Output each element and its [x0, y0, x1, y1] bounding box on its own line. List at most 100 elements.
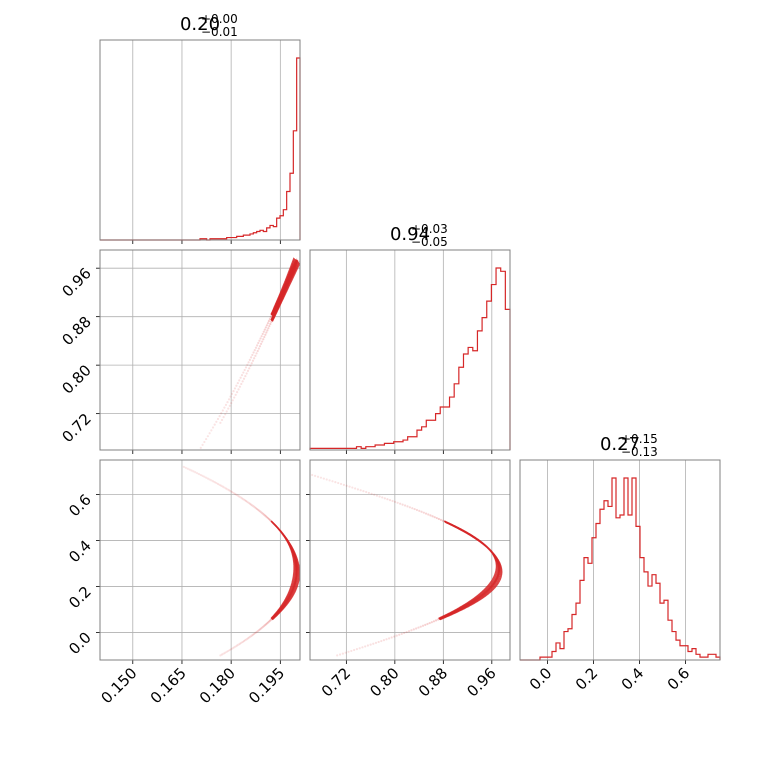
sample-point: [322, 477, 325, 480]
contour-line: [271, 261, 300, 322]
sample-point: [231, 399, 234, 402]
title-param-2-plus: +0.15: [621, 432, 658, 446]
title-param-2: 0.27: [600, 434, 640, 455]
sample-point: [345, 484, 348, 487]
sample-point: [246, 637, 250, 640]
sample-point: [396, 501, 399, 504]
sample-point: [439, 518, 442, 521]
sample-point: [258, 628, 262, 631]
sample-point: [238, 495, 241, 498]
sample-point: [258, 339, 261, 342]
title-param-1: 0.94: [390, 224, 430, 245]
sample-point: [285, 466, 287, 468]
sample-point: [185, 470, 187, 472]
sample-point: [413, 507, 416, 511]
sample-point: [252, 505, 255, 508]
sample-point: [248, 358, 251, 361]
sample-point: [258, 509, 261, 512]
sample-point: [249, 364, 252, 367]
sample-point: [251, 359, 255, 362]
sample-point: [194, 471, 197, 474]
title-param-2-minus: −0.13: [621, 445, 658, 459]
scatter-panel-2-1: 0.72 0.80 0.88 0.96: [285, 459, 511, 700]
sample-point: [228, 648, 231, 652]
sample-point: [253, 357, 256, 360]
sample-point: [251, 633, 255, 636]
sample-point: [247, 501, 250, 504]
x-tick-label: 0.6: [664, 664, 694, 694]
title-param-1-minus: −0.05: [411, 235, 448, 249]
sample-point: [388, 499, 392, 502]
sample-point: [257, 341, 260, 345]
sample-point: [205, 476, 208, 479]
x-tick-label: 0.150: [98, 664, 141, 707]
sample-point: [236, 644, 239, 647]
sample-point: [351, 486, 354, 489]
sample-point: [253, 632, 256, 635]
sample-point: [206, 435, 209, 438]
sample-point: [385, 638, 388, 641]
sample-point: [230, 392, 234, 395]
sample-point: [259, 627, 263, 630]
sample-point: [424, 512, 428, 515]
sample-point: [211, 426, 215, 429]
sample-point: [183, 473, 185, 475]
sample-point: [256, 349, 259, 353]
histogram-line: [100, 57, 301, 241]
y-tick-label: 0.80: [58, 361, 94, 397]
sample-point: [420, 510, 423, 513]
sample-point: [265, 622, 268, 626]
sample-point: [267, 320, 270, 323]
sample-point: [226, 400, 229, 404]
y-tick-label: 0.4: [65, 537, 95, 567]
sample-point: [238, 385, 242, 388]
sample-point: [383, 497, 386, 500]
sample-point: [264, 515, 267, 518]
sample-point: [239, 376, 242, 379]
sample-point: [361, 646, 364, 649]
sample-point: [240, 497, 244, 500]
sample-point: [249, 635, 252, 638]
sample-point: [370, 492, 373, 495]
sample-point: [314, 474, 317, 477]
sample-point: [225, 650, 228, 653]
sample-point: [372, 642, 375, 645]
x-tick-label: 0.195: [245, 664, 288, 707]
contour-line: [439, 521, 503, 621]
sample-point: [182, 465, 185, 468]
sample-point: [375, 494, 379, 497]
sample-point: [268, 518, 271, 521]
sample-point: [401, 503, 404, 506]
sample-point: [265, 324, 268, 327]
sample-point: [224, 651, 227, 654]
sample-point: [254, 631, 257, 635]
sample-point: [419, 625, 422, 628]
sample-point: [218, 483, 221, 486]
sample-point: [259, 510, 262, 513]
sample-point: [250, 634, 253, 637]
sample-point: [366, 644, 370, 647]
sample-point: [263, 328, 266, 331]
sample-point: [260, 511, 263, 514]
sample-point: [259, 337, 262, 340]
sample-point: [374, 641, 378, 644]
sample-point: [403, 504, 407, 507]
y-tick-label: 0.6: [65, 491, 95, 521]
sample-point: [233, 646, 236, 649]
y-tick-label: 0.2: [65, 583, 95, 613]
sample-point: [302, 471, 304, 473]
sample-point: [293, 468, 295, 470]
sample-point: [236, 390, 239, 394]
sample-point: [342, 483, 345, 486]
sample-point: [222, 416, 225, 419]
sample-point: [259, 342, 263, 345]
sample-point: [221, 485, 224, 488]
sample-point: [220, 484, 223, 487]
x-tick-label: 0.180: [196, 664, 239, 707]
sample-point: [356, 488, 360, 491]
sample-point: [381, 496, 384, 499]
hist-panel-0: [99, 39, 301, 244]
sample-point: [196, 472, 199, 475]
title-param-1-plus: +0.03: [411, 222, 448, 236]
sample-point: [355, 648, 359, 651]
